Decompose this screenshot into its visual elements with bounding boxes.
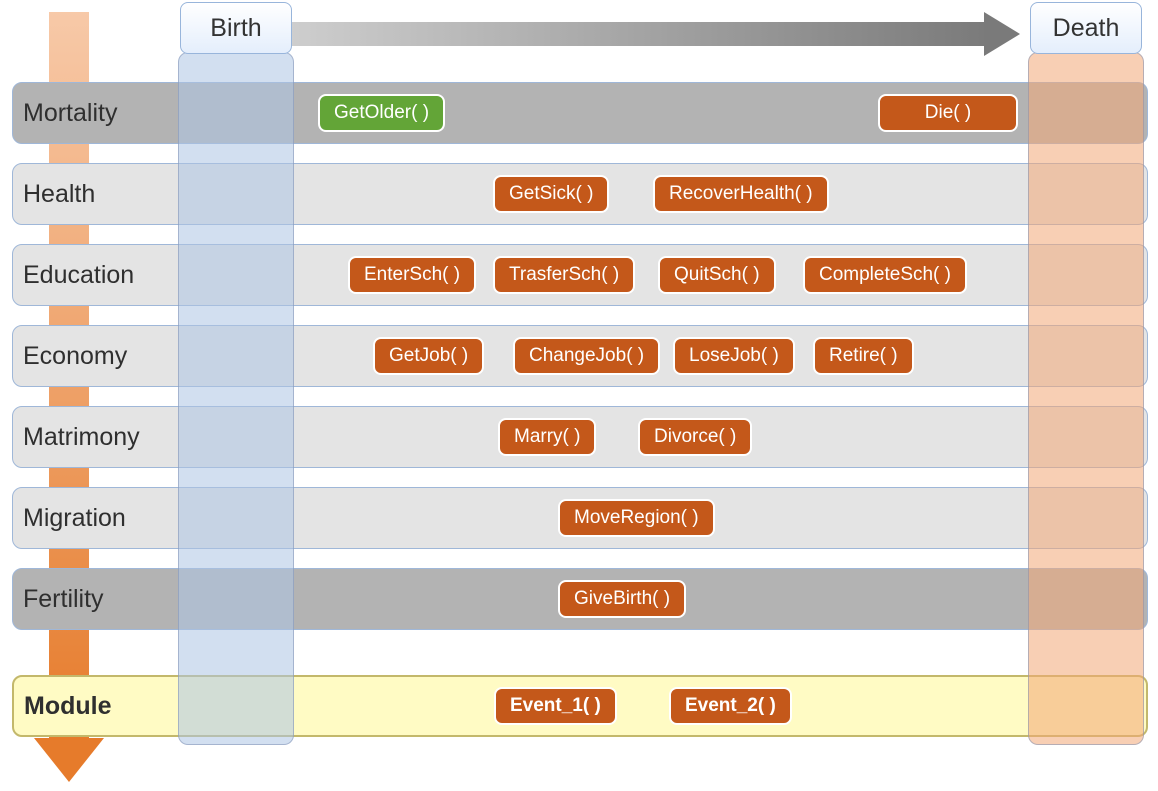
row-events-migration: MoveRegion( ) — [298, 488, 1147, 548]
birth-header-chip: Birth — [180, 2, 292, 54]
birth-column-overlay — [178, 52, 294, 745]
h-arrow-head-icon — [984, 12, 1020, 56]
event-health-0: GetSick( ) — [493, 175, 609, 213]
event-module-0: Event_1( ) — [494, 687, 617, 725]
row-events-fertility: GiveBirth( ) — [298, 569, 1147, 629]
birth-label: Birth — [210, 14, 261, 43]
event-economy-2: LoseJob( ) — [673, 337, 795, 375]
event-matrimony-0: Marry( ) — [498, 418, 596, 456]
event-education-3: CompleteSch( ) — [803, 256, 967, 294]
event-education-2: QuitSch( ) — [658, 256, 776, 294]
row-events-mortality: GetOlder( ) Die( ) — [298, 83, 1147, 143]
death-header-chip: Death — [1030, 2, 1142, 54]
death-column-overlay — [1028, 52, 1144, 745]
v-arrow-head-icon — [34, 738, 104, 782]
timeline-arrow-horizontal — [280, 18, 1020, 50]
event-mortality-0: GetOlder( ) — [318, 94, 445, 132]
row-events-education: EnterSch( ) TrasferSch( ) QuitSch( ) Comple… — [298, 245, 1147, 305]
event-economy-1: ChangeJob( ) — [513, 337, 660, 375]
event-fertility-0: GiveBirth( ) — [558, 580, 686, 618]
event-matrimony-1: Divorce( ) — [638, 418, 752, 456]
row-events-health: GetSick( ) RecoverHealth( ) — [298, 164, 1147, 224]
event-migration-0: MoveRegion( ) — [558, 499, 715, 537]
row-events-matrimony: Marry( ) Divorce( ) — [298, 407, 1147, 467]
event-economy-0: GetJob( ) — [373, 337, 484, 375]
row-events-module: Event_1( ) Event_2( ) — [299, 677, 1146, 735]
row-events-economy: GetJob( ) ChangeJob( ) LoseJob( ) Retire( ) — [298, 326, 1147, 386]
event-health-1: RecoverHealth( ) — [653, 175, 829, 213]
event-education-1: TrasferSch( ) — [493, 256, 635, 294]
event-module-1: Event_2( ) — [669, 687, 792, 725]
event-mortality-1: Die( ) — [878, 94, 1018, 132]
h-arrow-shaft — [280, 22, 990, 46]
diagram-stage: Birth Death MortalityGetOlder( )Die( )He… — [0, 0, 1158, 791]
event-education-0: EnterSch( ) — [348, 256, 476, 294]
death-label: Death — [1053, 14, 1120, 43]
event-economy-3: Retire( ) — [813, 337, 914, 375]
